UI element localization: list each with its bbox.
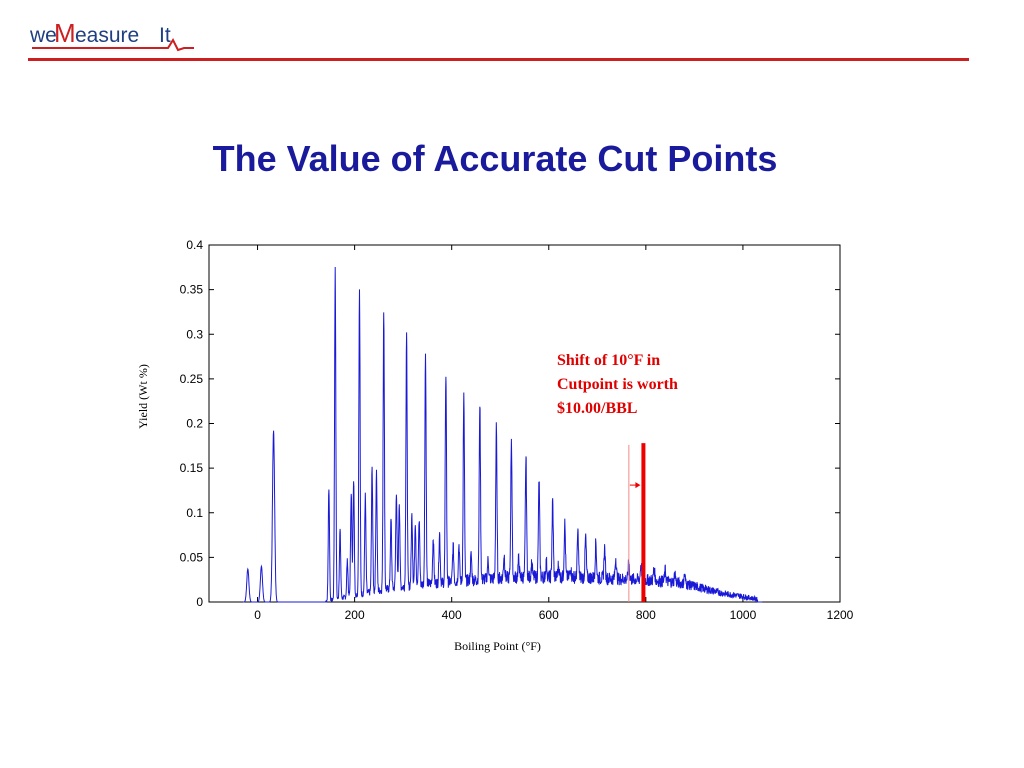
x-tick-label: 200 — [345, 608, 365, 622]
annotation-line-2: Cutpoint is worth — [557, 376, 678, 393]
peak-point — [372, 469, 373, 470]
peak-point — [415, 523, 416, 524]
axes: 0 200 400 600 800 1000 1200 0 0.05 0.1 0.15 0.2 0.25… — [136, 238, 854, 653]
peak-point — [531, 566, 532, 567]
peak-point — [411, 517, 412, 518]
peak-point — [665, 572, 666, 573]
peak-point — [445, 375, 446, 376]
peak-point — [433, 539, 434, 540]
peak-point — [552, 503, 553, 504]
peak-point — [518, 561, 519, 562]
peak-point — [463, 399, 464, 400]
peak-point — [564, 526, 565, 527]
peak-point — [558, 568, 559, 569]
yield-series — [243, 266, 763, 603]
y-axis-title: Yield (Wt %) — [136, 364, 150, 429]
logo-text-m: M — [54, 18, 76, 48]
peak-point — [273, 430, 274, 431]
peak-point — [570, 570, 571, 571]
peak-point — [654, 569, 655, 570]
yield-series-line — [243, 266, 763, 603]
peak-point — [684, 577, 685, 578]
peak-point — [546, 564, 547, 565]
logo-text-easure: easure — [75, 24, 139, 47]
y-tick-label: 0.15 — [180, 461, 204, 475]
peak-point — [365, 496, 366, 497]
x-tick-label: 400 — [442, 608, 462, 622]
peak-point — [399, 503, 400, 504]
peak-point — [439, 535, 440, 536]
y-tick-label: 0 — [196, 595, 203, 609]
wemeasureit-logo: we M easure It — [28, 18, 208, 52]
peak-point — [615, 560, 616, 561]
peak-point — [425, 355, 426, 356]
peak-point — [391, 521, 392, 522]
peak-point — [458, 546, 459, 547]
peak-point — [419, 521, 420, 522]
peak-point — [511, 439, 512, 440]
peak-point — [496, 430, 497, 431]
peak-point — [525, 459, 526, 460]
x-tick-label: 0 — [254, 608, 261, 622]
x-tick-label: 1000 — [730, 608, 757, 622]
slide-title: The Value of Accurate Cut Points — [212, 138, 778, 179]
peak-point — [453, 548, 454, 549]
peak-point — [595, 544, 596, 545]
annotation-line-1: Shift of 10°F in — [557, 352, 661, 369]
peak-point — [353, 479, 354, 480]
peak-point — [585, 539, 586, 540]
logo-peak-line — [32, 37, 194, 52]
peak-point — [347, 561, 348, 562]
peak-point — [577, 534, 578, 535]
y-tick-label: 0.05 — [180, 550, 204, 564]
peak-point — [383, 310, 384, 311]
x-tick-label: 600 — [539, 608, 559, 622]
cutpoint-markers — [628, 443, 646, 602]
peak-point — [504, 557, 505, 558]
annotation-line-3: $10.00/BBL — [557, 400, 638, 417]
y-tick-label: 0.35 — [180, 283, 204, 297]
peak-point — [604, 550, 605, 551]
logo-mark: we M easure It — [29, 18, 194, 52]
x-tick-label: 800 — [636, 608, 656, 622]
peak-point — [340, 530, 341, 531]
y-tick-label: 0.4 — [186, 238, 203, 252]
peak-point — [351, 493, 352, 494]
peak-point — [396, 493, 397, 494]
peak-point — [539, 481, 540, 482]
peak-point — [328, 488, 329, 489]
y-tick-label: 0.2 — [186, 417, 203, 431]
peak-point — [640, 566, 641, 567]
y-tick-label: 0.25 — [180, 372, 204, 386]
y-tick-label: 0.1 — [186, 506, 203, 520]
x-tick-label: 1200 — [827, 608, 854, 622]
cutpoint-annotation: Shift of 10°F in Cutpoint is worth $10.0… — [557, 349, 757, 421]
peak-point — [359, 292, 360, 293]
logo-text-we: we — [29, 24, 57, 47]
peak-point — [247, 568, 248, 569]
peak-point — [471, 557, 472, 558]
shift-arrow-head — [635, 482, 641, 489]
logo-text-it: It — [159, 24, 171, 47]
x-axis-title: Boiling Point (°F) — [454, 639, 541, 653]
peak-point — [376, 472, 377, 473]
peak-point — [479, 404, 480, 405]
peak-point — [261, 566, 262, 567]
peak-point — [488, 561, 489, 562]
y-tick-label: 0.3 — [186, 327, 203, 341]
peak-point — [335, 269, 336, 270]
peak-point — [674, 575, 675, 576]
header-divider — [28, 58, 969, 61]
peak-point — [406, 336, 407, 337]
